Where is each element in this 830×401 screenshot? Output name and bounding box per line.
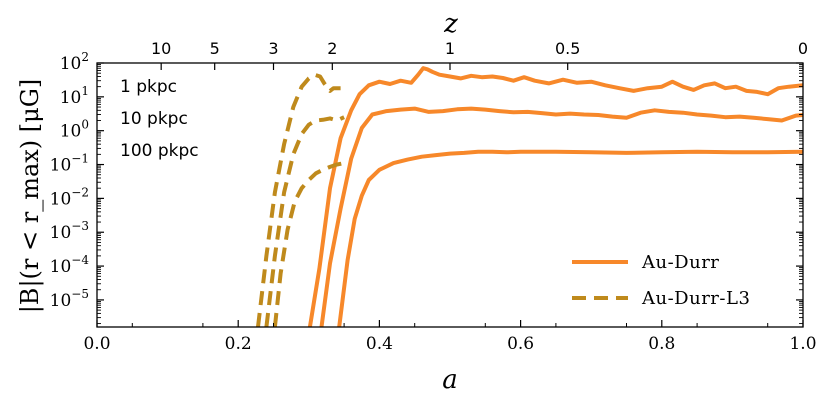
legend-label: Au-Durr — [641, 252, 719, 273]
legend-label: Au-Durr-L3 — [641, 288, 750, 309]
x-tick-label: 0.8 — [648, 334, 675, 354]
legend: Au-Durr Au-Durr-L3 — [572, 252, 750, 309]
top-tick-label: 2 — [327, 39, 337, 58]
top-tick-label: 1 — [445, 39, 455, 58]
series-line-1-pkpc — [307, 66, 803, 327]
x-tick-label: 0.4 — [366, 334, 393, 354]
axes-layer: 0.0 0.2 0.4 0.6 0.8 1.0 10 5 3 2 1 0.5 0 10−5 10−4 10−3… — [50, 39, 817, 354]
series-line-l3-10-pkpc — [264, 115, 345, 327]
radius-annotation: 100 pkpc — [120, 141, 199, 161]
y-tick-label: 10−1 — [50, 152, 89, 176]
y-tick-label: 10−2 — [50, 185, 89, 209]
top-tick-label: 0 — [798, 39, 808, 58]
y-tick-label: 10−3 — [50, 219, 89, 243]
x-tick-label: 1.0 — [789, 334, 816, 354]
y-tick-label: 100 — [60, 118, 89, 142]
top-tick-label: 5 — [210, 39, 220, 58]
y-tick-label: 10−4 — [50, 253, 90, 277]
top-tick-label: 10 — [151, 39, 171, 58]
x-tick-label: 0.2 — [225, 334, 252, 354]
y-tick-label: 10−5 — [50, 287, 89, 311]
x-tick-label: 0.6 — [507, 334, 534, 354]
radius-annotation: 10 pkpc — [120, 109, 188, 129]
y-axis-label: |B|(r < r_max) [μG] — [16, 79, 45, 314]
top-tick-label: 0.5 — [555, 39, 580, 58]
series-line-l3-100-pkpc — [272, 161, 345, 327]
labels-layer: z a |B|(r < r_max) [μG] — [16, 9, 458, 395]
top-tick-label: 3 — [268, 39, 278, 58]
series-line-100-pkpc — [337, 149, 803, 327]
series-line-l3-1-pkpc — [256, 72, 341, 327]
x-tick-label: 0.0 — [83, 334, 110, 354]
radius-annotation: 1 pkpc — [120, 77, 177, 97]
series-line-10-pkpc — [319, 106, 803, 327]
annotations: 1 pkpc 10 pkpc 100 pkpc — [120, 77, 199, 161]
y-tick-label: 102 — [60, 50, 89, 74]
y-tick-label: 101 — [60, 84, 89, 108]
x-axis-label: a — [442, 365, 458, 395]
top-axis-label: z — [443, 9, 458, 39]
plot-layer — [256, 66, 803, 327]
